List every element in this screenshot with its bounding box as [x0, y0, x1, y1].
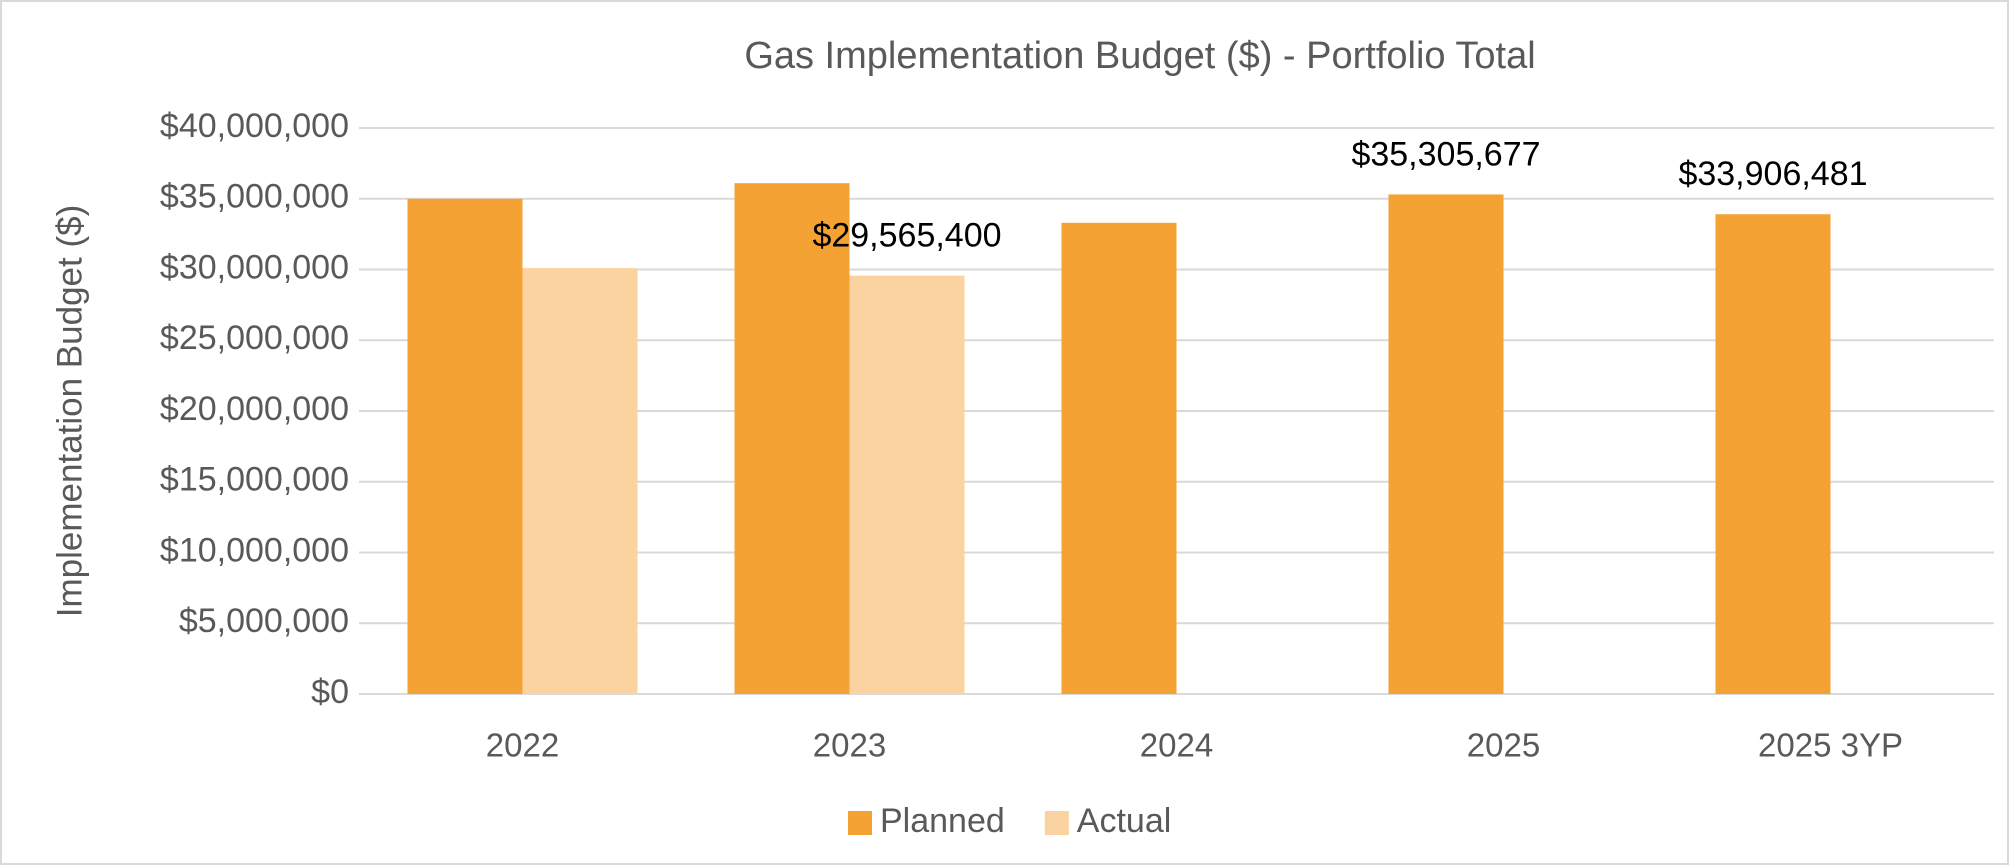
bar	[849, 275, 965, 694]
y-tick-label: $40,000,000	[160, 107, 349, 145]
bar	[1388, 194, 1504, 694]
legend-label: Planned	[880, 802, 1005, 840]
y-tick-label: $20,000,000	[160, 390, 349, 428]
y-tick-label: $5,000,000	[179, 602, 349, 640]
legend-swatch	[1044, 811, 1069, 835]
data-label: $35,305,677	[1351, 135, 1540, 173]
bar	[522, 268, 638, 694]
y-tick-label: $30,000,000	[160, 248, 349, 286]
bar	[1715, 214, 1831, 694]
bar	[407, 198, 523, 694]
x-tick-label: 2023	[813, 727, 886, 764]
data-label: $29,565,400	[812, 217, 1001, 255]
bar	[1061, 222, 1177, 694]
y-tick-label: $15,000,000	[160, 461, 349, 499]
bar	[734, 183, 850, 694]
y-tick-label: $35,000,000	[160, 178, 349, 216]
legend-label: Actual	[1077, 802, 1172, 840]
legend-swatch	[848, 811, 872, 835]
y-tick-label: $25,000,000	[160, 319, 349, 357]
x-tick-label: 2022	[486, 727, 559, 764]
x-tick-label: 2025	[1467, 727, 1540, 764]
chart-title: Gas Implementation Budget ($) - Portfoli…	[744, 35, 1535, 77]
y-tick-label: $0	[311, 673, 349, 711]
data-label: $33,906,481	[1678, 155, 1867, 193]
x-tick-label: 2025 3YP	[1758, 727, 1903, 764]
y-tick-label: $10,000,000	[160, 531, 349, 569]
y-axis-title: Implementation Budget ($)	[50, 205, 89, 617]
x-tick-label: 2024	[1140, 727, 1213, 764]
